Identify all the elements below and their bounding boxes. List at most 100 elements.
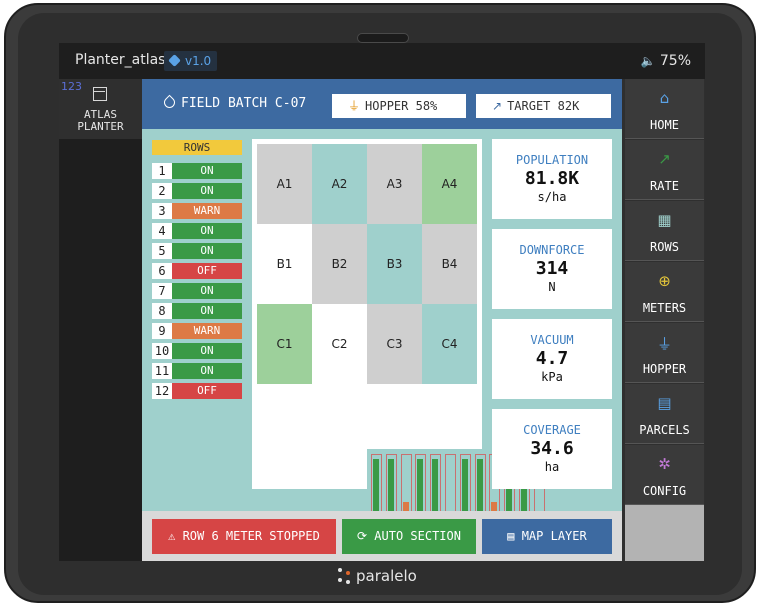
grid-cell[interactable]: A4 — [422, 144, 477, 224]
hopper-level[interactable]: ⏚ HOPPER 58% — [332, 94, 466, 118]
metric-card: VACUUM 4.7 kPa — [492, 319, 612, 399]
nav-item-meters[interactable]: ⊕ METERS — [625, 262, 704, 322]
field-grid: A1 A2 A3 A4 B1 B2 B3 B4 C1 C2 C3 C4 — [252, 139, 587, 544]
row-status-badge: ON — [172, 343, 242, 359]
app-logo[interactable]: 123 ATLAS PLANTER — [59, 79, 142, 139]
target-rate[interactable]: ↗ TARGET 82K — [476, 94, 611, 118]
nav-label: HOME — [650, 118, 679, 132]
hopper-icon: ⏚ — [348, 99, 361, 113]
right-nav: ⌂ HOME ↗ RATE ▦ ROWS ⊕ METERS ⏚ HOPPER ▤ PARCELS ✲ CO… — [622, 79, 705, 561]
metric-label: POPULATION — [515, 153, 589, 167]
grid-cell[interactable]: B2 — [312, 224, 367, 304]
planter-icon — [93, 87, 107, 101]
speaker-icon[interactable]: 🔈 — [640, 54, 656, 68]
app-title: Planter_atlas — [75, 52, 166, 68]
nav-label: CONFIG — [642, 484, 687, 498]
left-panel: 123 ATLAS PLANTER — [59, 79, 142, 561]
grid-cell[interactable]: B1 — [257, 224, 312, 304]
map-icon: ▤ — [657, 394, 672, 412]
row-bar-fill — [476, 459, 483, 539]
header-bar: FIELD BATCH C-07 ⏚ HOPPER 58% ↗ TARGET 82K — [142, 79, 622, 129]
grid-cell[interactable]: A1 — [257, 144, 312, 224]
map-layer-button[interactable]: ▤ MAP LAYER — [482, 519, 612, 554]
logo-number: 123 — [61, 80, 82, 93]
row-status-item[interactable]: 8 ON — [152, 303, 242, 319]
warning-icon: ⚠ — [168, 529, 183, 543]
nav-label: PARCELS — [639, 423, 690, 437]
row-number: 3 — [152, 203, 172, 219]
hopper-label: HOPPER 58% — [365, 99, 438, 113]
grid-cell[interactable]: C1 — [257, 304, 312, 384]
row-number: 7 — [152, 283, 172, 299]
row-status-badge: ON — [172, 283, 242, 299]
seed-icon: ⊕ — [658, 272, 671, 290]
footer-bar: ⚠ ROW 6 METER STOPPED ⟳ AUTO SECTION ▤ M… — [142, 511, 622, 561]
row-status-item[interactable]: 9 WARN — [152, 323, 242, 339]
row-status-item[interactable]: 5 ON — [152, 243, 242, 259]
grid-cell[interactable]: C3 — [367, 304, 422, 384]
nav-label: HOPPER — [642, 362, 687, 376]
row-bar-fill — [432, 459, 439, 539]
row-status-badge: WARN — [172, 323, 242, 339]
row-status-badge: ON — [172, 163, 242, 179]
row-status-item[interactable]: 12 OFF — [152, 383, 242, 399]
grid-cell[interactable]: C4 — [422, 304, 477, 384]
version-badge: v1.0 — [164, 51, 218, 71]
status-bar: Planter_atlas v1.0 🔈 75% — [59, 43, 705, 79]
row-status-item[interactable]: 1 ON — [152, 163, 242, 179]
tag-icon — [168, 54, 181, 67]
grid-cell[interactable]: A3 — [367, 144, 422, 224]
metric-unit: N — [548, 280, 556, 294]
speaker-slot — [357, 33, 409, 43]
row-bar-fill — [521, 459, 527, 539]
nav-label: ROWS — [650, 240, 679, 254]
row-number: 8 — [152, 303, 172, 319]
logo-line-2: PLANTER — [77, 120, 124, 133]
target-label: TARGET 82K — [507, 99, 580, 113]
row-alert-button[interactable]: ⚠ ROW 6 METER STOPPED — [152, 519, 336, 554]
map-layer-label: MAP LAYER — [521, 529, 587, 543]
nav-item-home[interactable]: ⌂ HOME — [625, 79, 704, 139]
grid-cell[interactable]: A2 — [312, 144, 367, 224]
field-batch-label: FIELD BATCH C-07 — [181, 96, 307, 111]
row-status-badge: ON — [172, 223, 242, 239]
grid-cell[interactable]: B4 — [422, 224, 477, 304]
row-status-badge: ON — [172, 243, 242, 259]
row-status-item[interactable]: 2 ON — [152, 183, 242, 199]
grid-cell[interactable]: B3 — [367, 224, 422, 304]
nav-item-config[interactable]: ✲ CONFIG — [625, 445, 704, 505]
row-number: 6 — [152, 263, 172, 279]
nav-item-parcels[interactable]: ▤ PARCELS — [625, 384, 704, 444]
row-status-item[interactable]: 10 ON — [152, 343, 242, 359]
home-icon: ⌂ — [659, 89, 670, 107]
metric-card: DOWNFORCE 314 N — [492, 229, 612, 309]
logo-text: ATLAS PLANTER — [59, 109, 142, 133]
nav-empty-slot — [625, 505, 704, 561]
metric-card: POPULATION 81.8K s/ha — [492, 139, 612, 219]
trend-icon: ↗ — [658, 150, 671, 168]
metric-value: 314 — [535, 258, 569, 279]
row-status-item[interactable]: 11 ON — [152, 363, 242, 379]
metric-card: COVERAGE 34.6 ha — [492, 409, 612, 489]
battery-level: 75% — [659, 53, 691, 69]
row-bar-fill — [506, 459, 513, 539]
row-status-item[interactable]: 6 OFF — [152, 263, 242, 279]
row-status-badge: OFF — [172, 383, 242, 399]
grid-cell[interactable]: C2 — [312, 304, 367, 384]
nav-label: METERS — [642, 301, 687, 315]
field-batch: FIELD BATCH C-07 — [161, 94, 307, 111]
row-bar-fill — [417, 459, 424, 539]
row-number: 11 — [152, 363, 172, 379]
row-bar-fill — [461, 459, 468, 539]
row-status-item[interactable]: 7 ON — [152, 283, 242, 299]
row-status-item[interactable]: 3 WARN — [152, 203, 242, 219]
nav-item-hopper[interactable]: ⏚ HOPPER — [625, 323, 704, 383]
auto-section-button[interactable]: ⟳ AUTO SECTION — [342, 519, 476, 554]
row-status-item[interactable]: 4 ON — [152, 223, 242, 239]
row-number: 5 — [152, 243, 172, 259]
metric-value: 81.8K — [524, 168, 580, 189]
brand-name: paralelo — [356, 567, 417, 585]
nav-item-rate[interactable]: ↗ RATE — [625, 140, 704, 200]
nav-item-rows[interactable]: ▦ ROWS — [625, 201, 704, 261]
row-number: 2 — [152, 183, 172, 199]
